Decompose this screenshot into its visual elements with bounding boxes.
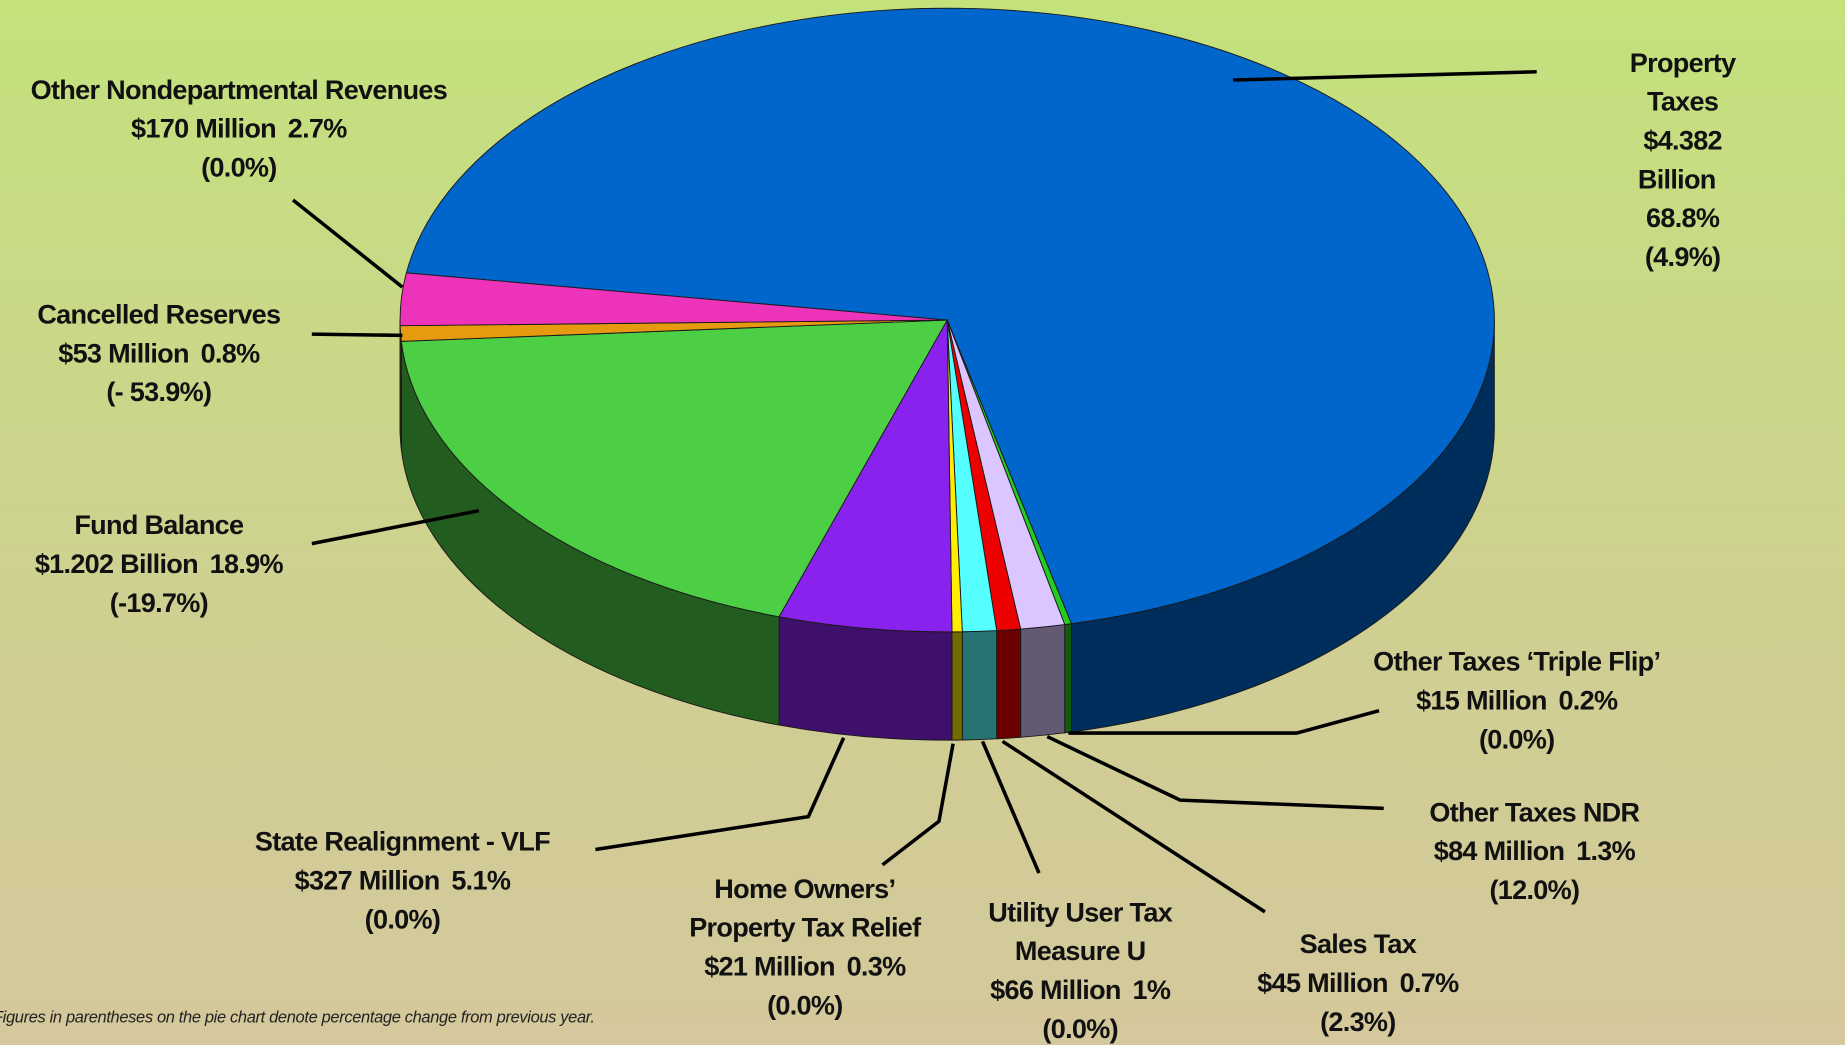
amount-label: $45 Million (1257, 967, 1388, 998)
change-label: (- 53.9%) (106, 376, 212, 408)
amount-row: $45 Million 0.7% (1257, 964, 1460, 1003)
category-label: Cancelled Reserves (37, 298, 281, 330)
slice-side (1020, 624, 1066, 738)
category-label: State Realignment - VLF (254, 826, 551, 857)
leader-line (881, 743, 955, 867)
value-label: 1.3% (1576, 835, 1636, 867)
slice-label: Property Taxes $4.382 Billion 68.8% (4.9%) (1601, 44, 1763, 277)
change-label: (0.0%) (1042, 1013, 1118, 1044)
leader-line (1068, 708, 1380, 735)
slice (405, 7, 1495, 625)
category-label: Other Nondepartmental Revenues (30, 74, 448, 105)
slice-label: Other Taxes ‘Triple Flip’ $15 Million 0.2%… (1373, 642, 1661, 758)
amount-label: $84 Million (1433, 835, 1565, 867)
slice (778, 318, 953, 633)
leader-line (980, 740, 1041, 874)
amount-label: $170 Million (131, 112, 277, 144)
category-label: Fund Balance (74, 509, 244, 541)
slice-label: Home Owners’ Property Tax Relief $21 Mill… (689, 870, 921, 1025)
category-label: Sales Tax (1299, 928, 1417, 959)
slice (399, 272, 948, 327)
amount-row: $15 Million 0.2% (1373, 681, 1660, 720)
slice-label: Other Taxes NDR $84 Million 1.3% (12.0%) (1429, 793, 1640, 909)
slice-side (996, 628, 1022, 740)
slice-label: Fund Balance $1.202 Billion 18.9% (-19.7%) (34, 506, 284, 622)
category-label: Other Taxes NDR (1429, 796, 1640, 828)
slice-side (1064, 623, 1072, 734)
leader-line (311, 332, 403, 338)
category-label: Home Owners’ Property Tax Relief (689, 873, 921, 943)
change-label: (12.0%) (1489, 874, 1580, 905)
amount-row: $4.382 Billion 68.8% (1601, 121, 1763, 237)
amount-row: $21 Million 0.3% (689, 947, 920, 986)
value-label: 0.3% (846, 950, 907, 982)
change-label: (4.9%) (1644, 241, 1721, 272)
value-label: 68.8% (1646, 202, 1720, 233)
amount-row: $327 Million 5.1% (255, 861, 550, 900)
amount-label: $66 Million (990, 974, 1121, 1005)
value-label: 0.2% (1558, 684, 1618, 716)
change-label: (0.0%) (767, 989, 843, 1021)
footnote: Figures in parentheses on the pie chart … (0, 1007, 595, 1027)
amount-row: $1.202 Billion 18.9% (34, 545, 284, 584)
leader-line (1046, 734, 1384, 811)
slice-side (778, 616, 953, 741)
change-label: (0.0%) (1478, 723, 1555, 755)
value-label: 0.8% (200, 337, 261, 369)
change-label: (-19.7%) (109, 587, 209, 618)
category-label: Property Taxes (1629, 47, 1736, 117)
leader-line (595, 737, 846, 852)
amount-label: $15 Million (1416, 684, 1547, 716)
slice-label: State Realignment - VLF $327 Million 5.1% (… (254, 822, 551, 938)
slice-side (961, 630, 998, 741)
slice (400, 319, 949, 618)
slice-label: Other Nondepartmental Revenues $170 Milli… (30, 71, 448, 187)
leader-line (1233, 70, 1537, 82)
value-label: 5.1% (451, 864, 511, 896)
value-label: 2.7% (287, 112, 348, 144)
value-label: 18.9% (209, 548, 284, 579)
leader-line (291, 198, 404, 289)
category-label: Other Taxes ‘Triple Flip’ (1373, 645, 1661, 677)
amount-row: $84 Million 1.3% (1429, 832, 1639, 871)
slice-label: Utility User Tax Measure U $66 Million 1% (… (988, 893, 1172, 1045)
slice-label: Cancelled Reserves $53 Million 0.8% (- 53.9… (37, 295, 281, 411)
value-label: 0.7% (1399, 967, 1460, 998)
amount-label: $4.382 Billion (1637, 124, 1723, 195)
value-label: 1% (1132, 974, 1171, 1005)
change-label: (0.0%) (364, 903, 441, 935)
slice-label: Sales Tax $45 Million 0.7% (2.3%) (1257, 925, 1460, 1041)
change-label: (2.3%) (1320, 1006, 1396, 1037)
amount-label: $327 Million (294, 864, 441, 896)
change-label: (0.0%) (201, 151, 277, 183)
amount-row: $170 Million 2.7% (31, 109, 447, 148)
amount-row: $66 Million 1% (988, 971, 1172, 1010)
amount-row: $53 Million 0.8% (37, 334, 280, 373)
category-label: Utility User Tax Measure U (988, 896, 1173, 967)
amount-label: $53 Million (58, 337, 189, 369)
leader-line (311, 508, 480, 546)
amount-label: $21 Million (704, 950, 835, 982)
leader-line (1001, 739, 1266, 914)
slice-side (951, 631, 963, 741)
amount-label: $1.202 Billion (34, 548, 199, 579)
